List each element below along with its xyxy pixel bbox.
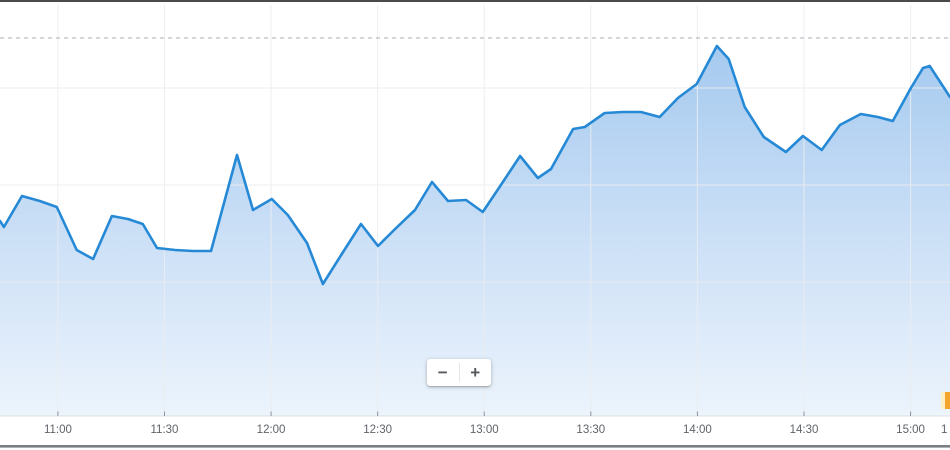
x-tick-label: 14:00 — [683, 424, 712, 436]
price-area — [0, 46, 950, 416]
x-tick-label: 13:00 — [470, 424, 499, 436]
x-tick-label: 13:30 — [576, 424, 605, 436]
top-border — [0, 0, 950, 2]
x-tick-label: 11:00 — [44, 424, 72, 436]
zoom-in-button[interactable]: + — [459, 359, 491, 386]
x-tick-label-partial: 1 — [941, 424, 947, 436]
x-tick-label: 12:00 — [257, 424, 286, 436]
price-line — [0, 44, 950, 286]
zoom-control: − + — [427, 359, 491, 386]
x-tick-label: 12:30 — [363, 424, 392, 436]
x-tick-label: 11:30 — [151, 424, 179, 436]
bottom-border — [0, 445, 950, 448]
watermark-logo-fragment — [941, 392, 950, 409]
zoom-control-divider — [458, 363, 460, 382]
x-tick-label: 15:00 — [896, 424, 925, 436]
zoom-out-button[interactable]: − — [427, 359, 459, 386]
x-tick-label: 14:30 — [790, 424, 819, 436]
